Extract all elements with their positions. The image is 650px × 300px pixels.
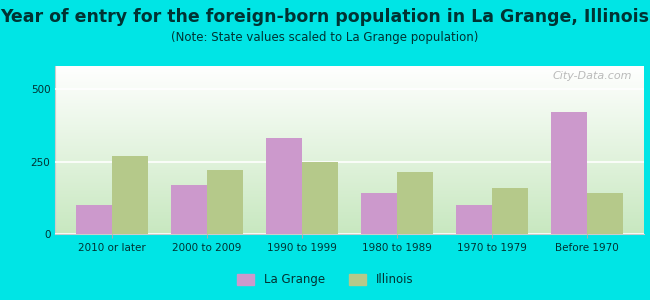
Bar — [456, 205, 491, 234]
Text: City-Data.com: City-Data.com — [552, 71, 632, 81]
Bar — [207, 170, 243, 234]
Bar — [491, 188, 528, 234]
Legend: La Grange, Illinois: La Grange, Illinois — [232, 269, 418, 291]
Bar — [112, 156, 148, 234]
Bar — [171, 185, 207, 234]
Bar — [302, 162, 338, 234]
Bar — [266, 138, 302, 234]
Bar — [76, 205, 112, 234]
Bar — [586, 194, 623, 234]
Bar — [396, 172, 433, 234]
Text: Year of entry for the foreign-born population in La Grange, Illinois: Year of entry for the foreign-born popul… — [1, 8, 649, 26]
Bar — [551, 112, 586, 234]
Bar — [361, 194, 396, 234]
Text: (Note: State values scaled to La Grange population): (Note: State values scaled to La Grange … — [172, 32, 478, 44]
